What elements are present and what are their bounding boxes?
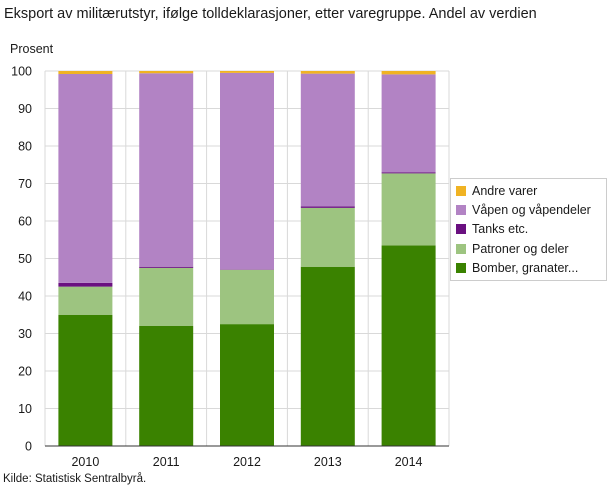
x-tick-label: 2014 bbox=[395, 455, 423, 469]
legend-label: Våpen og våpendeler bbox=[472, 203, 591, 218]
legend-swatch bbox=[456, 224, 466, 235]
bar-segment bbox=[58, 282, 113, 287]
bar-segment bbox=[139, 326, 194, 446]
legend-swatch bbox=[456, 205, 466, 216]
bar-segment bbox=[139, 73, 194, 267]
legend-label: Patroner og deler bbox=[472, 241, 569, 256]
y-tick-label: 20 bbox=[18, 365, 32, 379]
legend-swatch bbox=[456, 185, 466, 196]
source-note: Kilde: Statistisk Sentralbyrå. bbox=[3, 473, 147, 485]
legend-label: Tanks etc. bbox=[472, 222, 529, 237]
bar-segment bbox=[381, 173, 436, 246]
y-tick-label: 0 bbox=[25, 440, 32, 454]
x-tick-label: 2010 bbox=[71, 455, 99, 469]
bar-segment bbox=[220, 72, 274, 270]
legend-swatch bbox=[456, 263, 466, 274]
bar-segment bbox=[58, 314, 113, 446]
y-tick-label: 80 bbox=[18, 140, 32, 154]
y-tick-label: 10 bbox=[18, 402, 32, 416]
y-axis-label: Prosent bbox=[10, 42, 54, 56]
x-tick-label: 2011 bbox=[153, 455, 180, 469]
legend-item: Bomber, granater... bbox=[451, 259, 606, 278]
y-tick-label: 100 bbox=[11, 65, 32, 79]
legend-item: Patroner og deler bbox=[451, 239, 606, 258]
bar-segment bbox=[58, 286, 113, 315]
bar-segment bbox=[58, 74, 113, 283]
y-tick-label: 40 bbox=[18, 290, 32, 304]
legend-item: Andre varer bbox=[451, 181, 606, 200]
bar-segment bbox=[381, 172, 436, 174]
chart-legend: Andre varer Våpen og våpendeler Tanks etc.… bbox=[450, 178, 607, 281]
x-tick-label: 2013 bbox=[314, 455, 342, 469]
bar-segment bbox=[381, 71, 436, 75]
y-tick-label: 60 bbox=[18, 215, 32, 229]
bar-segment bbox=[58, 71, 113, 74]
y-tick-label: 90 bbox=[18, 102, 32, 116]
y-tick-label: 70 bbox=[18, 177, 32, 191]
legend-swatch bbox=[456, 243, 466, 254]
bar-segment bbox=[300, 73, 355, 207]
bar-segment bbox=[381, 74, 436, 173]
legend-label: Bomber, granater... bbox=[472, 261, 579, 276]
bar-segment bbox=[300, 207, 355, 267]
chart-title: Eksport av militærutstyr, ifølge tolldek… bbox=[4, 6, 537, 22]
bar-segment bbox=[220, 324, 274, 446]
bar-segment bbox=[300, 206, 355, 208]
bar-segment bbox=[139, 267, 194, 326]
legend-label: Andre varer bbox=[472, 183, 538, 198]
bar-segment bbox=[220, 71, 274, 73]
bar-segment bbox=[220, 269, 274, 325]
bar-segment bbox=[139, 266, 194, 268]
y-tick-label: 30 bbox=[18, 327, 32, 341]
y-tick-label: 50 bbox=[18, 252, 32, 266]
bar-segment bbox=[300, 71, 355, 74]
bar-segment bbox=[381, 245, 436, 446]
bar-segment bbox=[300, 266, 355, 446]
bar-segment bbox=[139, 71, 194, 74]
legend-item: Våpen og våpendeler bbox=[451, 200, 606, 219]
legend-item: Tanks etc. bbox=[451, 220, 606, 239]
x-tick-label: 2012 bbox=[233, 455, 261, 469]
